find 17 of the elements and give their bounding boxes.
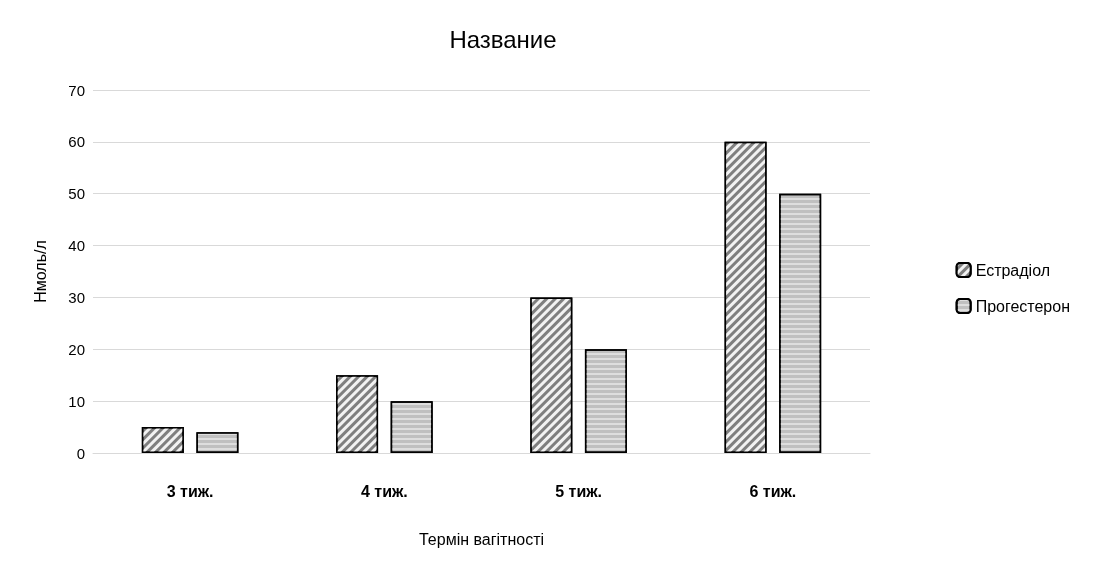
y-tick-label: 0 [76, 444, 85, 462]
x-tick-label: 6 тиж. [749, 482, 797, 500]
y-tick-label: 60 [68, 133, 85, 151]
y-tick-label: 30 [68, 288, 85, 306]
x-tick-label: 5 тиж. [555, 482, 603, 500]
x-tick-label: 4 тиж. [360, 482, 408, 500]
y-tick-label: 70 [68, 81, 85, 99]
legend-label: Естрадіол [975, 261, 1051, 279]
chart-title: Название [449, 25, 557, 53]
y-axis-title: Нмоль/л [31, 240, 49, 303]
y-tick-label: 20 [68, 340, 85, 358]
x-axis-title: Термін вагітності [418, 530, 545, 548]
y-tick-label: 10 [68, 392, 85, 410]
y-tick-label: 40 [68, 237, 85, 255]
y-tick-label: 50 [68, 185, 85, 203]
x-tick-label: 3 тиж. [166, 482, 214, 500]
legend-label: Прогестерон [975, 297, 1070, 315]
